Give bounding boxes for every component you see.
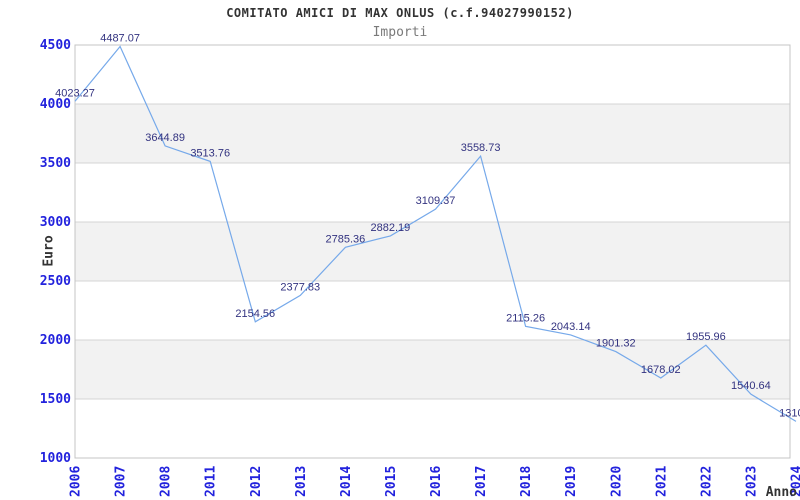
data-point-label: 1901.32 xyxy=(596,338,636,350)
data-point-label: 4023.27 xyxy=(55,87,95,99)
x-tick-label: 2014 xyxy=(339,466,354,497)
chart-title: COMITATO AMICI DI MAX ONLUS (c.f.9402799… xyxy=(226,6,574,20)
plot-band xyxy=(75,340,790,399)
x-tick-label: 2019 xyxy=(564,466,579,497)
y-tick-label: 3000 xyxy=(40,215,71,230)
x-tick-label: 2016 xyxy=(429,466,444,497)
y-tick-label: 1000 xyxy=(40,451,71,466)
x-tick-label: 2007 xyxy=(114,466,129,497)
data-point-label: 3109.37 xyxy=(416,195,456,207)
data-point-label: 3644.89 xyxy=(145,132,185,144)
x-tick-label: 2024 xyxy=(790,466,800,497)
y-tick-label: 1500 xyxy=(40,392,71,407)
y-tick-label: 4000 xyxy=(40,97,71,112)
x-tick-label: 2015 xyxy=(384,466,399,497)
data-point-label: 2377.83 xyxy=(280,281,320,293)
plot-border xyxy=(74,44,791,459)
data-point-label: 2115.26 xyxy=(506,312,545,324)
x-tick-label: 2017 xyxy=(474,466,489,497)
x-tick-label: 2006 xyxy=(69,466,84,497)
data-point-label: 3513.76 xyxy=(190,147,230,159)
series-line xyxy=(74,45,797,422)
x-tick-label: 2023 xyxy=(744,466,759,497)
x-tick-label: 2011 xyxy=(204,466,219,497)
x-tick-label: 2021 xyxy=(654,466,669,497)
plot-band xyxy=(75,104,790,163)
y-tick-label: 2000 xyxy=(40,333,71,348)
data-point-label: 3558.73 xyxy=(461,142,501,154)
x-tick-label: 2012 xyxy=(249,466,264,497)
x-tick-label: 2020 xyxy=(609,466,624,497)
y-tick-label: 4500 xyxy=(40,38,71,53)
x-tick-label: 2008 xyxy=(159,466,174,497)
data-point-label: 2785.36 xyxy=(326,233,366,245)
data-point-label: 4487.07 xyxy=(100,33,140,45)
data-point-label: 2154.56 xyxy=(235,308,275,320)
x-tick-label: 2013 xyxy=(294,466,309,497)
data-point-label: 2882.19 xyxy=(371,222,411,234)
x-tick-label: 2018 xyxy=(519,466,534,497)
data-point-label: 1310.4 xyxy=(779,407,800,419)
chart-subtitle: Importi xyxy=(372,25,428,40)
y-tick-label: 2500 xyxy=(40,274,71,289)
data-point-label: 1540.64 xyxy=(731,380,771,392)
x-tick-label: 2022 xyxy=(699,466,714,497)
x-axis-title: Anno xyxy=(765,485,797,500)
y-axis-title: Euro xyxy=(41,235,57,267)
data-point-label: 2043.14 xyxy=(551,321,591,333)
y-tick-label: 3500 xyxy=(40,156,71,171)
data-point-label: 1955.96 xyxy=(686,331,726,343)
plot-band xyxy=(75,222,790,281)
data-point-label: 1678.02 xyxy=(641,364,681,376)
